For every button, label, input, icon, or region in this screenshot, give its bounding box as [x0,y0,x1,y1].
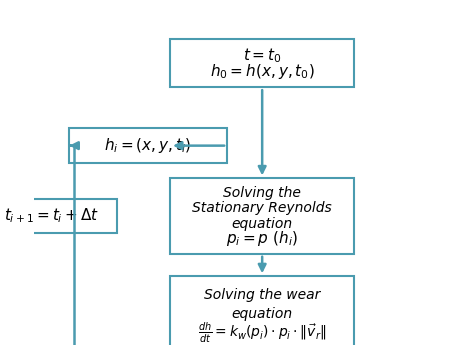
FancyBboxPatch shape [170,178,354,254]
Text: $h_0 = h(x, y, t_0)$: $h_0 = h(x, y, t_0)$ [210,62,315,81]
Text: $p_i=p$ $(h_i)$: $p_i=p$ $(h_i)$ [226,229,298,248]
FancyBboxPatch shape [170,276,354,349]
Text: equation: equation [232,217,293,231]
Text: $\frac{dh}{dt} = k_w(p_i) \cdot p_i \cdot \|\vec{v}_r\|$: $\frac{dh}{dt} = k_w(p_i) \cdot p_i \cdo… [198,321,327,345]
FancyBboxPatch shape [170,39,354,87]
Text: $h_i = (x, y, t_i)$: $h_i = (x, y, t_i)$ [104,136,192,155]
Text: $t_{i+1} = t_i + \Delta t$: $t_{i+1} = t_i + \Delta t$ [4,207,99,225]
FancyBboxPatch shape [0,199,118,233]
Text: Solving the: Solving the [223,186,301,200]
FancyBboxPatch shape [69,128,227,163]
Text: equation: equation [232,307,293,321]
Text: Stationary Reynolds: Stationary Reynolds [192,201,332,215]
Text: Solving the wear: Solving the wear [204,288,320,302]
Text: $t = t_0$: $t = t_0$ [243,46,282,65]
